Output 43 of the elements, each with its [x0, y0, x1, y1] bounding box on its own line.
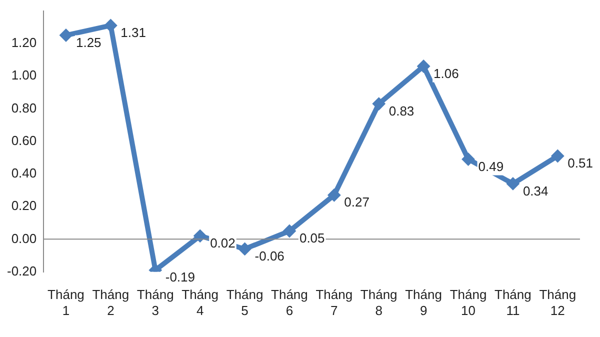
- point: [506, 177, 520, 190]
- point: [59, 28, 72, 42]
- text: 0.51: [568, 156, 593, 171]
- text: 0.05: [299, 230, 325, 246]
- text: -0.19: [165, 270, 196, 285]
- y-tick-label: 1.00: [11, 68, 37, 83]
- point: [194, 229, 207, 242]
- x-tick-label: Tháng 5: [226, 287, 264, 318]
- y-tick-label: 1.20: [11, 35, 37, 50]
- point: [372, 97, 386, 110]
- y-tick-label: 0.20: [11, 198, 37, 214]
- text: 1.31: [120, 25, 146, 40]
- x-tick-label: Tháng 6: [271, 287, 308, 318]
- x-tick-label: Tháng 7: [316, 287, 353, 318]
- x-tick-label: Tháng 1: [48, 287, 84, 318]
- y-tick-label: 0.80: [11, 100, 37, 116]
- x-tick-label: Tháng 10: [450, 287, 487, 318]
- x-tick-label: Tháng 9: [405, 287, 442, 318]
- point: [417, 60, 430, 73]
- x-tick-label: Tháng 11: [494, 287, 532, 318]
- text: 0.27: [344, 194, 370, 210]
- text: 0.34: [522, 183, 548, 198]
- text: 1.25: [76, 34, 102, 50]
- point: [551, 149, 564, 162]
- point: [282, 224, 296, 238]
- x-tick-label: Tháng 3: [136, 287, 174, 318]
- y-tick-label: 0.60: [11, 132, 37, 148]
- x-tick-label: Tháng 4: [182, 287, 219, 318]
- text: -0.06: [254, 248, 284, 264]
- text: 1.06: [434, 66, 459, 81]
- x-tick-label: Tháng 12: [539, 287, 576, 318]
- y-tick-label: 0.40: [11, 166, 37, 181]
- text: 0.49: [478, 158, 504, 174]
- y-tick-label: 0.00: [11, 230, 37, 246]
- text: 0.83: [388, 103, 414, 118]
- point: [328, 188, 341, 202]
- point: [462, 152, 475, 166]
- x-tick-label: Tháng 8: [360, 287, 398, 318]
- x-tick-label: Tháng 2: [92, 287, 130, 318]
- point: [104, 18, 118, 32]
- text: 0.02: [210, 235, 236, 250]
- point: [238, 242, 252, 256]
- y-tick-label: -0.20: [6, 263, 37, 278]
